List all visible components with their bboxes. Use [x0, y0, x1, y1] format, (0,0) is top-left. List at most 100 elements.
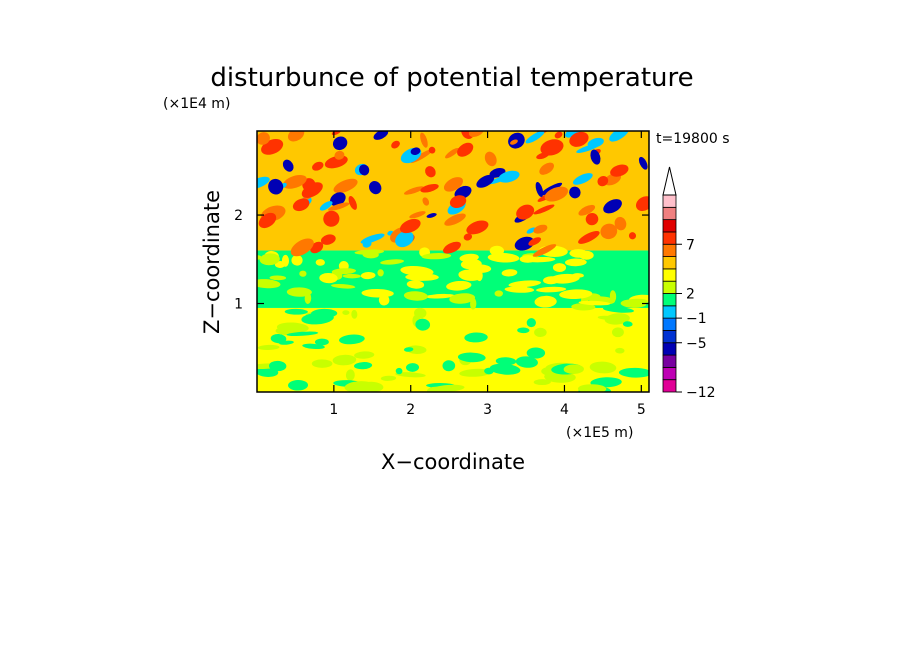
field-patch [609, 131, 630, 142]
field-patch [292, 198, 310, 212]
field-patch [360, 271, 376, 280]
colorbar: −12−5−127 [662, 166, 716, 401]
field-patch [369, 181, 382, 195]
field-patch [533, 379, 551, 386]
field-patch [359, 164, 370, 176]
field-patch [534, 327, 547, 338]
field-patch [334, 150, 345, 160]
field-patch [288, 379, 309, 391]
field-patch [526, 227, 536, 234]
field-patch [380, 375, 397, 381]
colorbar-extension [662, 166, 677, 196]
field-patch [540, 139, 564, 156]
field-patch [446, 280, 472, 291]
field-patch [323, 210, 340, 227]
field-patch [395, 230, 414, 248]
colorbar-segment [662, 342, 677, 356]
field-patch [498, 170, 520, 183]
field-patch [314, 338, 329, 346]
field-patch [515, 356, 538, 368]
field-patch [457, 142, 474, 157]
field-patch [311, 359, 333, 368]
colorbar-segment [662, 330, 677, 344]
colorbar-label: −1 [686, 311, 707, 327]
field-patch [420, 132, 428, 148]
field-patch [332, 354, 357, 366]
field-patch [526, 318, 536, 328]
field-patch [351, 309, 358, 319]
field-patch [444, 213, 466, 226]
x-tick-label: 1 [329, 402, 338, 418]
field-patch [310, 308, 338, 319]
field-patch [286, 287, 312, 297]
field-patch [610, 164, 629, 177]
colorbar-segment [662, 194, 677, 208]
field-patch [406, 280, 425, 289]
y-axis-label: Z−coordinate [200, 190, 224, 334]
field-patch [345, 369, 355, 381]
field-patch [552, 263, 567, 272]
field-patch [354, 249, 385, 255]
field-patch [348, 195, 357, 210]
field-patch [257, 176, 270, 190]
field-patch [628, 232, 637, 240]
field-patch [572, 273, 584, 278]
field-patch [602, 306, 635, 313]
field-patch [338, 334, 365, 345]
field-patch [403, 347, 414, 352]
colorbar-segment [662, 206, 677, 221]
field-patch [519, 255, 537, 263]
field-patch [269, 275, 287, 281]
field-patch [464, 332, 488, 343]
field-patch [572, 173, 593, 185]
field-patch [315, 259, 325, 266]
field-patch [403, 186, 425, 195]
field-patch [414, 307, 427, 319]
field-patch [466, 220, 489, 235]
field-patch [354, 351, 375, 359]
plot-frame [256, 130, 650, 393]
field-patch [578, 231, 600, 244]
field-patch [615, 347, 625, 354]
field-patch [257, 344, 280, 351]
field-patch [342, 273, 361, 279]
field-patch [420, 183, 439, 193]
field-patch [489, 363, 521, 375]
field-patch [319, 273, 338, 284]
field-patch [533, 204, 555, 215]
x-tick-label: 3 [483, 402, 492, 418]
field-patch [578, 300, 611, 306]
field-patch [331, 268, 357, 275]
field-patch [299, 270, 307, 277]
field-patch [443, 241, 461, 254]
field-patch [421, 253, 452, 260]
field-patch [445, 147, 460, 159]
field-patch [399, 218, 421, 234]
field-patch [539, 162, 554, 175]
field-patch [443, 177, 463, 192]
field-patch [373, 131, 389, 140]
y-unit-label: (×1E4 m) [163, 96, 230, 112]
field-patch [284, 308, 308, 315]
field-patch [258, 212, 277, 229]
colorbar-segment [662, 305, 677, 319]
field-patch [532, 244, 557, 257]
field-patch [282, 174, 307, 189]
field-patch [569, 249, 588, 258]
field-patch [459, 368, 492, 377]
field-patch [395, 372, 426, 378]
field-patch [569, 131, 589, 147]
field-patch [525, 131, 545, 144]
field-patch [361, 288, 394, 298]
field-patch [457, 352, 486, 363]
field-patch [484, 151, 497, 167]
field-patch [600, 223, 618, 240]
field-patch [291, 254, 303, 266]
field-patch [312, 161, 324, 171]
field-patch [428, 146, 436, 154]
field-patch [395, 367, 403, 375]
field-patch [422, 197, 430, 206]
colorbar-segment [662, 231, 677, 245]
field-patch [638, 156, 648, 170]
field-patch [328, 202, 350, 211]
